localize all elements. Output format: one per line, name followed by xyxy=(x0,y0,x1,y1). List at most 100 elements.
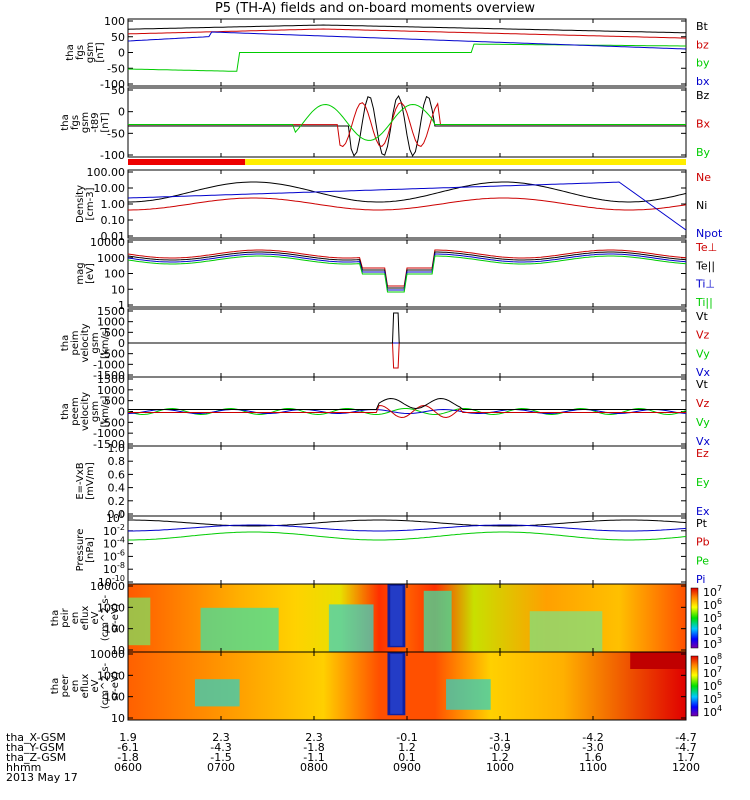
y-axis-title: tha xyxy=(65,44,76,60)
ephemeris-value: -3.0 xyxy=(582,741,603,754)
legend-entry: Pb xyxy=(696,536,710,549)
trace-vt xyxy=(128,312,686,344)
trace-ni xyxy=(128,181,687,203)
legend-entry: Npot xyxy=(696,227,723,240)
ephemeris-value: 1200 xyxy=(672,761,700,774)
ephemeris-value: 1.2 xyxy=(398,741,416,754)
y-tick-label: 100.00 xyxy=(87,166,126,179)
ephemeris-value: 0700 xyxy=(207,761,235,774)
y-tick-label: -100 xyxy=(100,149,125,162)
y-tick-label: 10000 xyxy=(90,236,125,249)
y-axis-title: [nT] xyxy=(100,112,111,132)
ephemeris-value: -4.2 xyxy=(582,731,603,744)
legend-entry: Te|| xyxy=(695,259,715,272)
trace-pt xyxy=(128,519,687,527)
mode-bar-fast xyxy=(128,159,246,165)
trace-pi xyxy=(128,524,687,532)
y-tick-label: 1000 xyxy=(97,316,125,329)
date-label: 2013 May 17 xyxy=(6,771,78,784)
ephemeris-row-label: hhmm xyxy=(6,761,41,774)
legend-entry: Vx xyxy=(696,366,711,379)
y-tick-label: 500 xyxy=(104,395,125,408)
ephemeris-value: -3.1 xyxy=(489,731,510,744)
y-axis-title: peer xyxy=(60,674,71,698)
ephemeris-value: 1.2 xyxy=(491,751,509,764)
y-tick-label: -500 xyxy=(100,416,125,429)
legend-entry: bz xyxy=(696,38,709,51)
y-tick-label: 0 xyxy=(118,337,125,350)
y-tick-label: 0 xyxy=(118,406,125,419)
y-axis-title: fgs xyxy=(75,45,86,60)
y-tick-label: 1.00 xyxy=(101,198,126,211)
y-axis-title: [km/s] xyxy=(100,327,111,359)
y-tick-label: 500 xyxy=(104,326,125,339)
y-axis-title: peim xyxy=(70,330,81,355)
y-tick-label: -500 xyxy=(100,348,125,361)
y-tick-label: 0 xyxy=(118,47,125,60)
y-axis-title: tha xyxy=(50,610,61,626)
y-axis-title: fgs xyxy=(70,115,81,130)
legend-entry: Ne xyxy=(696,171,711,184)
legend-entry: Ni xyxy=(696,199,707,212)
panel-7: 1.00.80.60.40.20.0 E=-VxB [mV/m] Ez Ey Ex xyxy=(75,442,710,521)
y-tick-label: -1500 xyxy=(93,438,125,451)
trace-bx xyxy=(127,31,687,50)
ephemeris-value: 1000 xyxy=(486,761,514,774)
y-axis-title: [mV/m] xyxy=(85,462,96,500)
y-axis-title: tha xyxy=(50,678,61,694)
legend-entry: bx xyxy=(696,75,710,88)
y-axis-title: velocity xyxy=(80,323,91,362)
y-tick-label: 1 xyxy=(118,299,125,312)
y-tick-label: 0.8 xyxy=(108,455,126,468)
mode-bar-slow xyxy=(245,159,686,165)
heatmap-dropout-core xyxy=(390,586,403,646)
colorbar xyxy=(690,655,699,717)
ephemeris-value: 0600 xyxy=(114,761,142,774)
trace-vz xyxy=(128,342,686,369)
y-axis-title: eflux xyxy=(80,674,91,699)
y-axis-title: E=-VxB xyxy=(75,462,86,499)
y-tick-label: 1500 xyxy=(97,305,125,318)
y-tick-label: -1500 xyxy=(93,369,125,382)
trace-ti-par xyxy=(127,255,687,293)
legend-entry: by xyxy=(696,57,710,70)
legend-entry: Pe xyxy=(696,554,709,567)
trace-vx xyxy=(127,408,687,415)
y-tick-label: 1000 xyxy=(97,601,125,614)
y-tick-label: 1.0 xyxy=(108,442,126,455)
panel-1: 100 50 0 -50 -100 tha fgs gsm [nT] Bt bz by bx xyxy=(65,15,710,91)
ephemeris-value: -6.1 xyxy=(117,741,138,754)
y-axis-title: eV xyxy=(90,679,101,692)
heatmap-band xyxy=(446,679,491,710)
y-tick-label: -1000 xyxy=(93,358,125,371)
trace-bz xyxy=(127,28,687,39)
ephemeris-value: 2.3 xyxy=(305,731,323,744)
ephemeris-value: 0.1 xyxy=(398,751,416,764)
legend-entry: Vx xyxy=(696,435,711,448)
y-tick-label: 0.01 xyxy=(101,230,126,243)
y-tick-label: 1500 xyxy=(97,373,125,386)
trace-pe xyxy=(128,531,687,541)
heatmap-dropout-core xyxy=(390,654,403,714)
y-tick-label: 10000 xyxy=(90,580,125,593)
trace-vt xyxy=(128,397,686,410)
trace-by xyxy=(128,103,686,141)
y-tick-label: 0 xyxy=(118,106,125,119)
y-tick-label: 1000 xyxy=(97,669,125,682)
y-axis-title: [eV] xyxy=(85,263,96,284)
y-axis-title: [nT] xyxy=(95,42,106,62)
ephemeris-value: 1.7 xyxy=(677,751,695,764)
ephemeris-row-label: tha_Y-GSM xyxy=(6,741,64,754)
legend-entry: Ez xyxy=(696,447,709,460)
heatmap-high-flux xyxy=(630,652,686,669)
trace-bz xyxy=(128,94,686,157)
axes-frame xyxy=(127,169,687,239)
y-tick-label: 10 xyxy=(111,644,125,657)
heatmap-band xyxy=(423,590,452,652)
y-axis-title: gsm xyxy=(90,401,101,422)
trace-npot xyxy=(127,181,687,231)
trace-te-perp xyxy=(127,249,687,287)
ephemeris-value: 1100 xyxy=(579,761,607,774)
